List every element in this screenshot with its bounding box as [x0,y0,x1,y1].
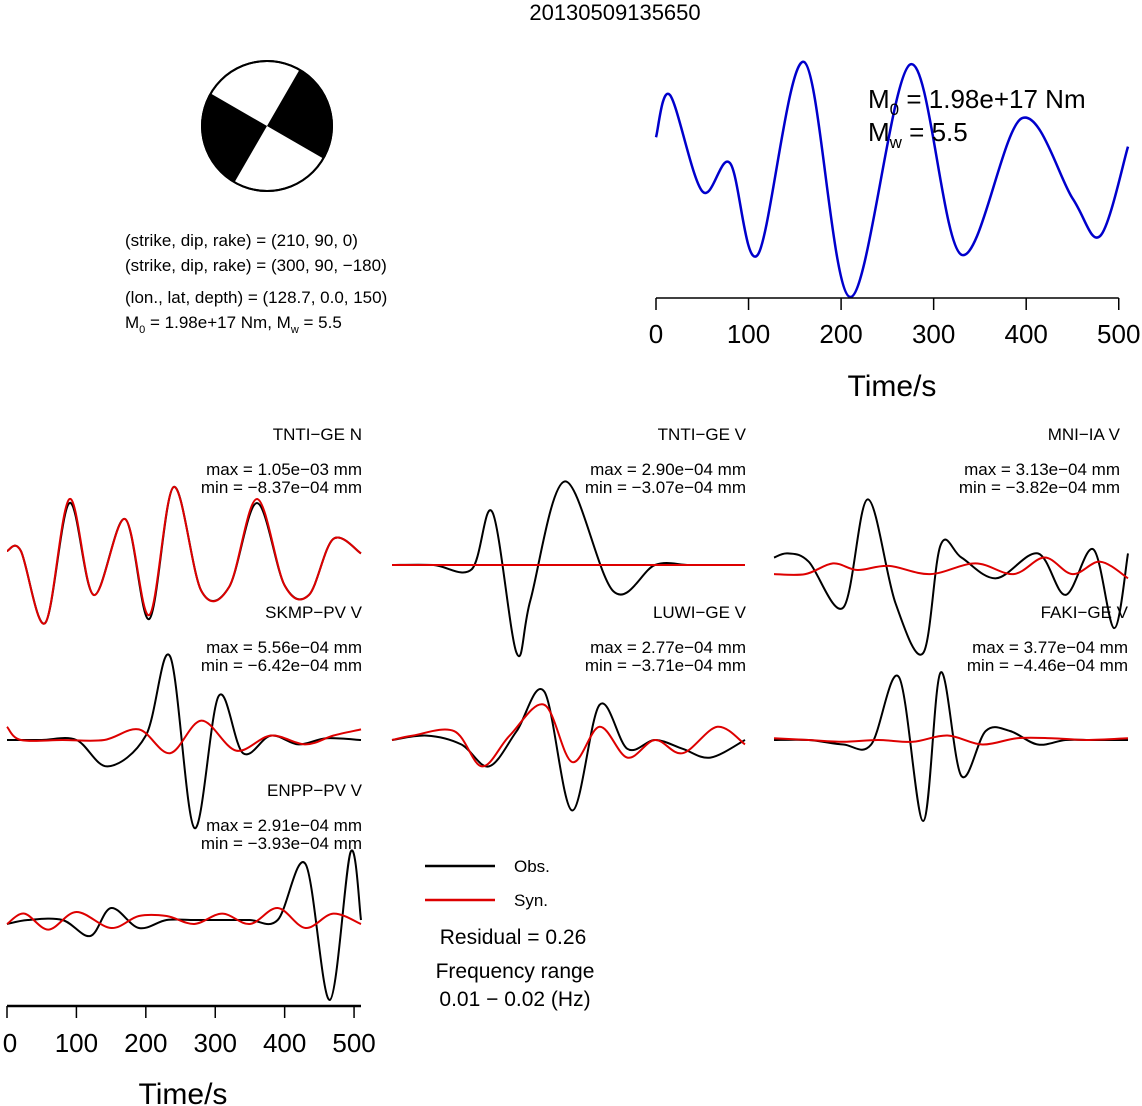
station-label: FAKI−GE V [1041,603,1129,622]
synthetic-trace [6,907,362,931]
station-max: max = 5.56e−04 mm [206,638,362,657]
residual-label: Residual = 0.26 [440,926,587,949]
station-label: ENPP−PV V [267,781,363,800]
legend-obs-label: Obs. [514,857,550,876]
station-max: max = 3.13e−04 mm [964,460,1120,479]
stf-x-tick-label: 300 [912,319,955,349]
moment-summary: M0 = 1.98e+17 Nm, Mw = 5.5 [125,313,342,336]
synthetic-trace [391,703,746,768]
wave-x-tick-label: 500 [332,1028,375,1058]
station-min: min = −4.46e−04 mm [967,656,1128,675]
observed-trace [391,688,746,812]
wave-x-tick-label: 100 [55,1028,98,1058]
stf-moment-label: M0 = 1.98e+17 Nm [868,84,1086,119]
station-min: min = −3.07e−04 mm [585,478,746,497]
frequency-range-label: Frequency range [436,960,595,983]
legend-syn-label: Syn. [514,891,548,910]
station-label: SKMP−PV V [265,603,363,622]
station-max: max = 1.05e−03 mm [206,460,362,479]
observed-trace [773,498,1129,656]
station-label: LUWI−GE V [653,603,747,622]
frequency-range-value: 0.01 − 0.02 (Hz) [439,988,590,1011]
stf-x-tick-label: 0 [649,319,663,349]
wave-x-tick-label: 400 [263,1028,306,1058]
fault-plane-1: (strike, dip, rake) = (210, 90, 0) [125,231,358,250]
station-label: TNTI−GE V [658,425,747,444]
waveform-time-axis: 0 100 200 300 400 500 Time/s [3,1004,376,1106]
beachball-edge [201,60,333,192]
wave-x-tick-label: 300 [194,1028,237,1058]
fault-plane-2: (strike, dip, rake) = (300, 90, −180) [125,256,387,275]
beachball-compressional-quadrant [201,93,267,183]
observed-trace [6,653,362,830]
synthetic-trace [6,719,362,755]
station-min: min = −3.82e−04 mm [959,478,1120,497]
station-max: max = 2.77e−04 mm [590,638,746,657]
wave-x-tick-label: 200 [124,1028,167,1058]
station-max: max = 3.77e−04 mm [972,638,1128,657]
observed-trace [391,480,745,657]
observed-trace [6,849,362,1002]
station-min: min = −3.71e−04 mm [585,656,746,675]
station-label: MNI−IA V [1048,425,1121,444]
station-min: min = −3.93e−04 mm [201,834,362,853]
station-min: min = −8.37e−04 mm [201,478,362,497]
stf-x-tick-label: 400 [1005,319,1048,349]
source-time-function-plot: 0 100 200 300 400 500 Time/s [649,60,1140,403]
stf-magnitude-label: Mw = 5.5 [868,117,968,152]
stf-curve [654,60,1130,299]
figure-title: 20130509135650 [529,0,700,25]
stf-x-tick-label: 500 [1097,319,1140,349]
focal-mechanism-beachball [201,60,333,192]
station-max: max = 2.90e−04 mm [590,460,746,479]
synthetic-trace [6,485,362,625]
observed-trace [773,671,1128,823]
station-max: max = 2.91e−04 mm [206,816,362,835]
synthetic-trace [773,556,1129,580]
stf-x-axis-label: Time/s [848,370,937,403]
beachball-compressional-quadrant [267,69,333,159]
synthetic-trace [773,734,1129,746]
station-label: TNTI−GE N [273,425,362,444]
stf-x-tick-label: 200 [819,319,862,349]
wave-x-tick-label: 0 [3,1028,17,1058]
wave-x-axis-label: Time/s [139,1078,228,1106]
event-location: (lon., lat, depth) = (128.7, 0.0, 150) [125,288,387,307]
stf-x-tick-label: 100 [727,319,770,349]
station-min: min = −6.42e−04 mm [201,656,362,675]
